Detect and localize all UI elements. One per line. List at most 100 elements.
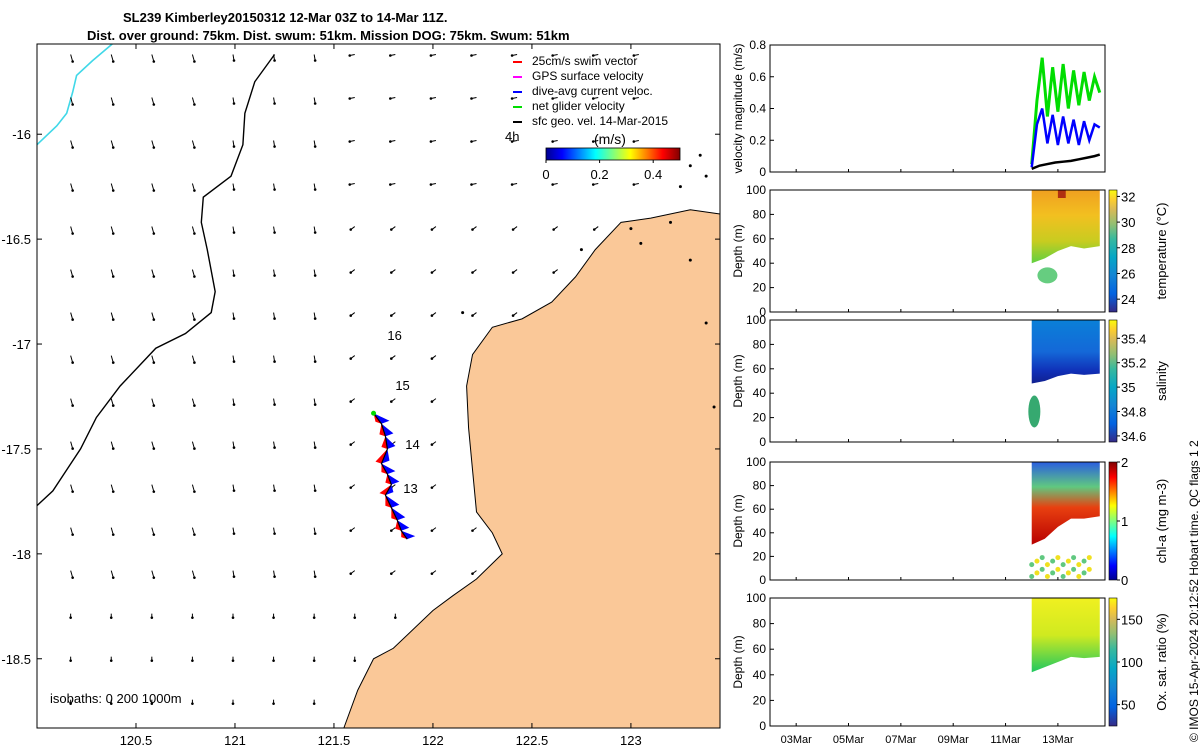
y-tick-label: -16.5	[1, 232, 31, 247]
colorbar-tick-label: 35.4	[1121, 331, 1146, 346]
current-vector-head	[71, 60, 74, 63]
current-vector-head	[273, 532, 276, 535]
current-vector-head	[471, 228, 474, 231]
current-vector-head	[348, 54, 352, 57]
current-vector-head	[71, 533, 74, 536]
sfc-geo-velocity-vectors	[69, 54, 639, 705]
current-vector-head	[390, 357, 393, 360]
y-tick-label: 100	[746, 591, 766, 605]
chl-speck	[1044, 573, 1050, 579]
y-tick-label: 60	[753, 232, 767, 246]
current-vector-head	[390, 400, 393, 403]
current-vector-head	[592, 228, 596, 231]
current-vector-head	[193, 103, 196, 106]
colorbar-tick-label: 1	[1121, 514, 1128, 529]
current-vector-head	[313, 575, 317, 578]
current-vector-head	[232, 489, 236, 492]
chl-speck	[1039, 555, 1045, 561]
x-tick-label: 120.5	[120, 733, 153, 748]
x-tick-label: 121	[224, 733, 246, 748]
chl-speck	[1055, 566, 1061, 572]
colorbar-tick-label: 150	[1121, 612, 1143, 627]
figure-title-line-1: SL239 Kimberley20150312 12-Mar 03Z to 14…	[123, 10, 448, 25]
current-vector-head	[389, 140, 392, 143]
current-vector-head	[273, 403, 276, 406]
current-vector-head	[591, 183, 595, 186]
time-tick-label: 07Mar	[885, 734, 917, 746]
chl-speck	[1065, 570, 1071, 576]
y-axis-label: Depth (m)	[731, 494, 745, 547]
legend-label: 25cm/s swim vector	[532, 54, 638, 68]
current-vector-head	[348, 183, 352, 186]
panel-axes-frame	[769, 461, 1106, 581]
y-axis-label: Depth (m)	[731, 224, 745, 277]
island-marker	[579, 248, 583, 252]
current-vector-head	[430, 357, 434, 360]
current-vector-head	[193, 576, 196, 579]
current-vector-head	[272, 702, 275, 705]
y-tick-label: 0.2	[749, 133, 766, 147]
legend-swatch-current	[513, 91, 522, 93]
colorbar-label: (m/s)	[594, 131, 626, 147]
current-vector-head	[273, 489, 276, 492]
y-tick-label: 0	[759, 719, 766, 733]
colorbar	[1108, 597, 1118, 727]
current-vector-head	[152, 232, 156, 235]
panel-4: 0 20 40 60 80 100 Depth (m) 50 100 150 Ox. sat. ra…	[731, 591, 1169, 733]
current-vector-head	[111, 60, 115, 63]
current-vector-head	[232, 446, 236, 449]
panel-0: 0 0.2 0.4 0.6 0.8 velocity magnitude (m/s)	[731, 38, 1106, 179]
current-vector-head	[349, 357, 353, 360]
current-vector-head	[69, 659, 72, 662]
y-tick-label: 0	[759, 165, 766, 179]
current-vector-head	[152, 103, 156, 106]
current-vector-head	[111, 103, 115, 106]
current-vector-head	[191, 702, 194, 705]
current-vector-head	[272, 616, 275, 619]
y-tick-label: 100	[746, 455, 766, 469]
chl-speck	[1071, 555, 1077, 561]
isobath-1000m	[36, 43, 113, 146]
time-tick-label: 13Mar	[1042, 734, 1074, 746]
current-vector-head	[470, 140, 473, 143]
current-vector-head	[71, 404, 74, 407]
colorbar-tick-label: 100	[1121, 655, 1143, 670]
colorbar-tick-label: 2	[1121, 455, 1128, 470]
time-tick-label: 05Mar	[833, 734, 865, 746]
dive-avg-current-vector	[373, 413, 390, 424]
current-vector-head	[394, 616, 397, 619]
current-vector-head	[429, 140, 433, 143]
current-vector-head	[71, 146, 74, 149]
current-vector-head	[430, 314, 434, 317]
current-vector-head	[273, 274, 276, 277]
current-vector-head	[430, 400, 434, 403]
chl-speck	[1071, 566, 1077, 572]
colorbar	[1108, 461, 1118, 581]
current-vector-head	[111, 533, 115, 536]
dive-avg-current-vector	[385, 495, 400, 508]
current-vector-head	[312, 659, 316, 662]
panel-axes-frame	[769, 189, 1106, 313]
current-vector-head	[152, 318, 156, 321]
series-line	[1030, 108, 1101, 168]
current-vector-head	[429, 54, 433, 57]
current-vector-head	[111, 189, 115, 192]
current-vector-head	[111, 275, 115, 278]
current-vector-head	[390, 228, 393, 231]
current-vector-head	[349, 572, 353, 575]
current-vector-head	[152, 146, 156, 149]
current-vector-head	[69, 616, 72, 619]
map-axes-frame	[36, 43, 721, 729]
current-vector-head	[231, 616, 235, 619]
current-vector-head	[109, 702, 113, 705]
current-vector-head	[430, 529, 434, 532]
chl-speck	[1081, 570, 1087, 576]
current-vector-head	[193, 232, 196, 235]
current-vector-head	[471, 314, 474, 317]
salinity-patch	[1028, 395, 1041, 428]
x-tick-label: 123	[620, 733, 642, 748]
current-vector-head	[231, 702, 235, 705]
chl-speck	[1029, 562, 1035, 568]
current-vector-head	[232, 231, 236, 234]
x-tick-label: 122	[422, 733, 444, 748]
